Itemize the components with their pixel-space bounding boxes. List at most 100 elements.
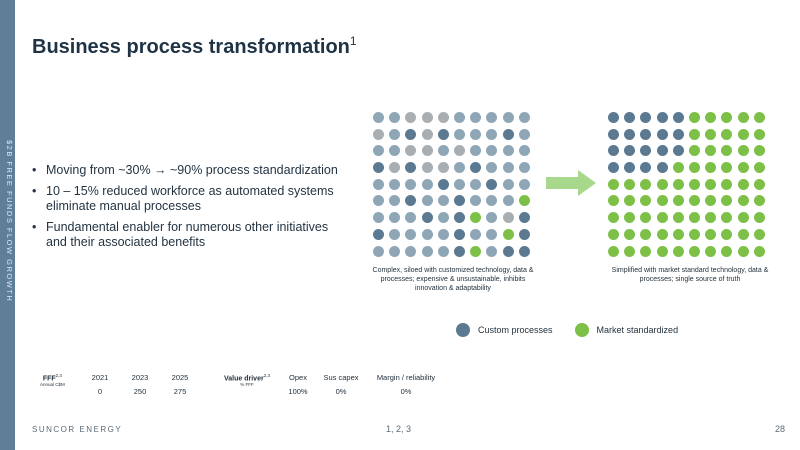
market-dot [624,195,636,207]
custom-dot [421,128,433,140]
custom-dot [389,128,401,140]
market-dot [470,212,482,224]
market-dot [705,195,717,207]
custom-dot [656,145,668,157]
custom-dot [373,128,384,140]
value-driver-header: Opex [289,373,307,382]
market-dot [470,245,482,257]
custom-dot [470,162,482,174]
custom-dot [656,112,668,123]
market-dot [672,228,684,240]
custom-dot [421,162,433,174]
custom-dot [389,178,401,190]
custom-dot [502,245,514,257]
custom-process-grid [373,112,530,257]
custom-dot [373,112,384,123]
custom-dot [470,145,482,157]
custom-dot [389,228,401,240]
custom-dot [624,112,636,123]
market-dot [721,145,733,157]
market-dot [705,178,717,190]
custom-dot [518,145,530,157]
custom-dot [453,112,465,123]
market-dot [608,245,619,257]
custom-dot [373,212,384,224]
custom-dot [405,112,417,123]
custom-dot [672,128,684,140]
custom-dot [640,112,652,123]
custom-dot [405,145,417,157]
market-dot [624,228,636,240]
market-dot [721,195,733,207]
fff-value: 250 [133,387,147,396]
custom-dot [502,128,514,140]
market-dot [640,228,652,240]
market-dot [656,178,668,190]
custom-dot [437,145,449,157]
custom-dot [437,178,449,190]
custom-dot [421,195,433,207]
custom-dot [405,245,417,257]
custom-dot [518,162,530,174]
custom-dot [373,162,384,174]
custom-dot [624,128,636,140]
custom-dot [640,128,652,140]
custom-dot [453,178,465,190]
left-grid-caption: Complex, siloed with customized technolo… [372,267,534,292]
custom-dot [518,128,530,140]
market-dot [753,162,765,174]
market-dot [721,128,733,140]
custom-dot [470,178,482,190]
fff-year: 2023 [131,373,149,382]
market-dot [688,212,700,224]
market-dot [608,195,619,207]
fff-year: 2025 [171,373,189,382]
market-dot [705,128,717,140]
custom-dot [502,212,514,224]
value-driver-block: Value driver2,3 % FFF [224,373,270,387]
market-dot [672,245,684,257]
value-driver-header: Margin / reliability [376,373,436,382]
custom-dot [405,195,417,207]
custom-dot [640,162,652,174]
custom-dot [389,112,401,123]
custom-dot [421,112,433,123]
custom-dot [453,245,465,257]
custom-dot [453,145,465,157]
market-dot [737,112,749,123]
custom-dot [518,245,530,257]
right-arrow-icon [546,170,596,196]
market-dot [608,228,619,240]
market-dot [753,245,765,257]
custom-dot [608,128,619,140]
custom-dot [453,128,465,140]
market-dot [656,228,668,240]
market-dot [608,178,619,190]
market-dot [705,245,717,257]
market-dot [737,145,749,157]
bullet-list: Moving from ~30% → ~90% process standard… [32,163,342,256]
custom-dot [389,145,401,157]
fff-value: 275 [173,387,187,396]
custom-dot [421,145,433,157]
custom-dot [518,112,530,123]
custom-dot [672,112,684,123]
value-driver-value: 100% [288,387,308,396]
market-dot [705,228,717,240]
market-dot [688,178,700,190]
custom-dot [624,145,636,157]
page-number: 28 [774,424,785,434]
market-dot [753,128,765,140]
legend-item-custom: Custom processes [456,323,553,337]
custom-dot [453,228,465,240]
bullet-item: Fundamental enabler for numerous other i… [32,220,342,250]
market-dot [753,178,765,190]
custom-dot [437,128,449,140]
custom-dot [502,112,514,123]
custom-dot [608,145,619,157]
custom-dot [486,245,498,257]
custom-dot [518,228,530,240]
custom-dot [389,212,401,224]
market-dot [640,245,652,257]
custom-dot [437,162,449,174]
